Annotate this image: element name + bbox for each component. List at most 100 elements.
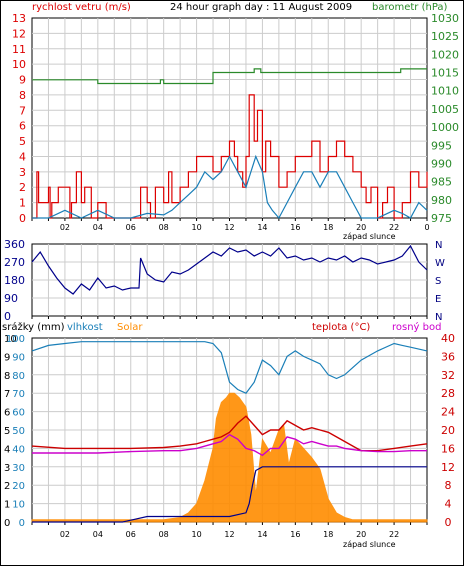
srazky-ytick-label: 5 xyxy=(4,426,10,437)
direction-ytick-label: 270 xyxy=(4,256,25,269)
teplota-series-line xyxy=(31,415,428,452)
chart1-xtick-label: 20 xyxy=(356,223,366,232)
direction-label-s: S xyxy=(435,276,441,287)
barometer-ytick-label: 1015 xyxy=(431,67,459,80)
chart3-xtick-label: 06 xyxy=(126,530,136,539)
srazky-ytick-label: 0 xyxy=(4,518,10,529)
teplota-ytick-label: 32 xyxy=(441,369,455,382)
rosny-bod-series-line xyxy=(32,433,427,457)
chart3-xtick-label: 02 xyxy=(60,530,70,539)
chart3-xtick-label: 08 xyxy=(159,530,169,539)
direction-ytick-label: 90 xyxy=(4,292,18,305)
wind-direction-line xyxy=(31,244,428,295)
wind-series-line xyxy=(32,154,428,220)
wind-ytick-label: 0 xyxy=(19,212,26,225)
srazky-ytick-label: 4 xyxy=(4,444,10,455)
wind-ytick-label: 11 xyxy=(12,43,26,56)
wind-ytick-label: 5 xyxy=(19,135,26,148)
srazky-ytick-label: 2 xyxy=(4,481,10,492)
vlhkost-ytick-label: 80 xyxy=(12,371,25,382)
vlhkost-ytick-label: 50 xyxy=(12,426,25,437)
vlhkost-ytick-label: 100 xyxy=(6,334,25,345)
chart3-xtick-label: 18 xyxy=(323,530,333,539)
chart3-xtick-label: 20 xyxy=(356,530,366,539)
srazky-ytick-label: 8 xyxy=(4,371,10,382)
vlhkost-ytick-label: 0 xyxy=(19,518,25,529)
barometer-ytick-label: 995 xyxy=(431,139,452,152)
wind-ytick-label: 13 xyxy=(12,12,26,25)
barometer-ytick-label: 1005 xyxy=(431,103,459,116)
sunset-label-bottom: západ slunce xyxy=(343,540,396,549)
vlhkost-ytick-label: 90 xyxy=(12,352,25,363)
barometer-ytick-label: 1020 xyxy=(431,48,459,61)
direction-label-w: W xyxy=(435,258,445,269)
wind-ytick-label: 6 xyxy=(19,120,26,133)
wind-ytick-label: 9 xyxy=(19,74,26,87)
chart1-xtick-label: 04 xyxy=(93,223,103,232)
srazky-series-line xyxy=(32,466,427,523)
barometer-ytick-label: 1010 xyxy=(431,85,459,98)
chart3-xtick-label: 14 xyxy=(257,530,267,539)
sunset-label-top: západ slunce xyxy=(343,232,396,241)
teplota-ytick-label: 24 xyxy=(441,406,455,419)
wind-ytick-label: 2 xyxy=(19,181,26,194)
direction-label-n-bottom: N xyxy=(435,312,442,323)
chart3-xtick-label: 22 xyxy=(389,530,399,539)
teplota-ytick-label: 12 xyxy=(441,461,455,474)
teplota-ytick-label: 20 xyxy=(441,424,455,437)
vlhkost-ytick-label: 10 xyxy=(12,500,25,511)
barometer-ytick-label: 1000 xyxy=(431,121,459,134)
teplota-ytick-label: 0 xyxy=(445,516,452,529)
wind-ytick-label: 10 xyxy=(12,58,26,71)
legend-vlhkost: vlhkost xyxy=(67,322,103,333)
chart3-xtick-label: 16 xyxy=(290,530,300,539)
chart1-xtick-label: 22 xyxy=(389,223,399,232)
teplota-ytick-label: 36 xyxy=(441,350,455,363)
srazky-ytick-label: 3 xyxy=(4,463,10,474)
barometer-ytick-label: 975 xyxy=(431,212,452,225)
direction-label-e: E xyxy=(435,294,441,305)
chart1-xtick-label: 06 xyxy=(126,223,136,232)
chart3-xtick-label: 04 xyxy=(93,530,103,539)
vlhkost-ytick-label: 40 xyxy=(12,444,25,455)
wind-ytick-label: 1 xyxy=(19,197,26,210)
teplota-ytick-label: 16 xyxy=(441,442,455,455)
chart1-xtick-label: 12 xyxy=(224,223,234,232)
wind-ytick-label: 7 xyxy=(19,104,26,117)
srazky-ytick-label: 7 xyxy=(4,389,10,400)
direction-ytick-label: 180 xyxy=(4,274,25,287)
chart1-xtick-label: 10 xyxy=(191,223,201,232)
direction-ytick-label: 360 xyxy=(4,238,25,251)
srazky-ytick-label: 9 xyxy=(4,352,10,363)
barometer-ytick-label: 990 xyxy=(431,157,452,170)
legend-srazky: srážky (mm) xyxy=(2,321,65,333)
srazky-ytick-label: 6 xyxy=(4,408,10,419)
barometer-ytick-label: 1025 xyxy=(431,30,459,43)
teplota-ytick-label: 40 xyxy=(441,332,455,345)
barometer-ytick-label: 985 xyxy=(431,176,452,189)
srazky-ytick-label: 10 xyxy=(4,334,17,345)
chart1-xtick-label: 14 xyxy=(257,223,267,232)
gust-series-line xyxy=(32,94,428,219)
chart1-xtick-label: 0 xyxy=(424,223,429,232)
legend-teplota: teplota (°C) xyxy=(312,322,370,333)
wind-axis-label: rychlost vetru (m/s) xyxy=(32,2,131,13)
chart1-xtick-label: 02 xyxy=(60,223,70,232)
teplota-ytick-label: 4 xyxy=(445,498,452,511)
direction-ytick-label: 0 xyxy=(4,310,11,323)
wind-ytick-label: 3 xyxy=(19,166,26,179)
vlhkost-ytick-label: 60 xyxy=(12,408,25,419)
wind-ytick-label: 8 xyxy=(19,89,26,102)
barometer-ytick-label: 980 xyxy=(431,194,452,207)
chart1-xtick-label: 08 xyxy=(159,223,169,232)
vlhkost-series-line xyxy=(31,341,428,394)
chart1-xtick-label: 16 xyxy=(290,223,300,232)
chart-marks-layer: 02 04 06 08 10 12 14 16 18 20 22 002 04 06 08 10 12 14 16 1… xyxy=(4,12,459,539)
vlhkost-ytick-label: 20 xyxy=(12,481,25,492)
legend-rosny-bod: rosný bod xyxy=(392,321,441,333)
wind-ytick-label: 12 xyxy=(12,27,26,40)
legend-solar: Solar xyxy=(117,322,143,333)
barometer-series-line xyxy=(32,68,427,85)
